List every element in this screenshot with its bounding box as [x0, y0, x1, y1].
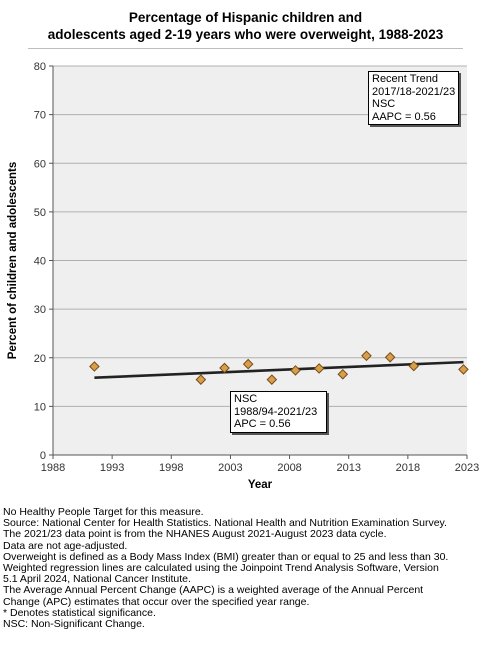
chart-title: Percentage of Hispanic children and adol…: [0, 9, 491, 43]
data-point: [89, 361, 100, 372]
y-tick-label: 70: [34, 110, 46, 122]
data-point: [290, 365, 301, 376]
footnote-line: The 2021/23 data point is from the NHANE…: [3, 528, 387, 541]
footnote-line: The Average Annual Percent Change (AAPC)…: [3, 584, 424, 597]
data-point: [361, 350, 372, 362]
y-tick-label: 60: [34, 158, 46, 170]
chart-area: 0 10 20 30 40 50 60 70 80 1988 1993 1998 2003 2008 20…: [7, 61, 479, 491]
footnote-line: Weighted regression lines are calculated…: [3, 562, 439, 575]
overall-trend-annotation: NSC 1988/94-2021/23 APC = 0.56: [230, 391, 327, 433]
x-tick-label: 2018: [396, 462, 420, 474]
title-divider: [28, 48, 463, 49]
footnotes: No Healthy People Target for this measur…: [3, 506, 489, 631]
trend-line: [94, 360, 464, 379]
overall-trend-line-3: APC = 0.56: [234, 418, 291, 430]
footnote-line: Change (APC) estimates that occur over t…: [3, 595, 310, 608]
y-axis-ticks: 0 10 20 30 40 50 60 70 80: [34, 61, 53, 462]
data-point: [242, 358, 254, 370]
data-points: [89, 350, 469, 385]
y-tick-label: 10: [34, 401, 46, 413]
footnote-line: 5.1 April 2024, National Cancer Institut…: [3, 573, 191, 586]
data-point: [313, 363, 325, 374]
data-point: [384, 351, 396, 363]
data-point: [195, 374, 207, 385]
data-point: [337, 368, 349, 380]
y-tick-label: 80: [34, 61, 46, 73]
recent-trend-line-1: Recent Trend: [372, 73, 439, 85]
x-tick-label: 2003: [218, 462, 242, 474]
footnote-line: NSC: Non-Significant Change.: [3, 618, 145, 631]
recent-trend-line-2: 2017/18-2021/23: [372, 85, 456, 98]
x-axis-title: Year: [248, 479, 273, 491]
x-tick-label: 2013: [336, 462, 360, 474]
footnote-line: Data are not age-adjusted.: [3, 539, 128, 552]
recent-trend-line-3: NSC: [372, 98, 396, 110]
x-tick-label: 1988: [41, 462, 65, 474]
data-point: [408, 360, 420, 372]
x-tick-label: 2023: [455, 462, 479, 474]
overall-trend-line-1: NSC: [234, 393, 258, 405]
x-axis-ticks: 1988 1993 1998 2003 2008 2013 2018 2023: [41, 455, 479, 474]
data-point: [266, 374, 278, 385]
footnote-line: No Healthy People Target for this measur…: [3, 506, 204, 518]
data-point: [458, 364, 469, 375]
y-tick-label: 40: [34, 256, 46, 268]
recent-trend-annotation: Recent Trend 2017/18-2021/23 NSC AAPC = …: [368, 71, 460, 125]
overall-trend-line-2: 1988/94-2021/23: [234, 405, 318, 418]
y-tick-label: 30: [34, 304, 46, 316]
y-tick-label: 20: [34, 353, 46, 365]
footnote-line: * Denotes statistical significance.: [3, 606, 156, 619]
trend-lines: [94, 360, 464, 379]
x-tick-label: 2008: [277, 462, 301, 474]
y-tick-label: 0: [40, 450, 46, 462]
chart-title-line-2: adolescents aged 2-19 years who were ove…: [47, 27, 444, 42]
recent-trend-line-4: AAPC = 0.56: [372, 110, 436, 123]
chart-title-line-1: Percentage of Hispanic children and: [128, 10, 363, 25]
y-tick-label: 50: [34, 207, 46, 219]
footnote-line: Source: National Center for Health Stati…: [3, 517, 447, 530]
x-tick-label: 1993: [100, 462, 124, 474]
x-tick-label: 1998: [159, 462, 183, 474]
y-axis-title: Percent of children and adolescents: [7, 162, 19, 359]
footnote-line: Overweight is defined as a Body Mass Ind…: [3, 550, 449, 563]
data-point: [219, 362, 230, 374]
